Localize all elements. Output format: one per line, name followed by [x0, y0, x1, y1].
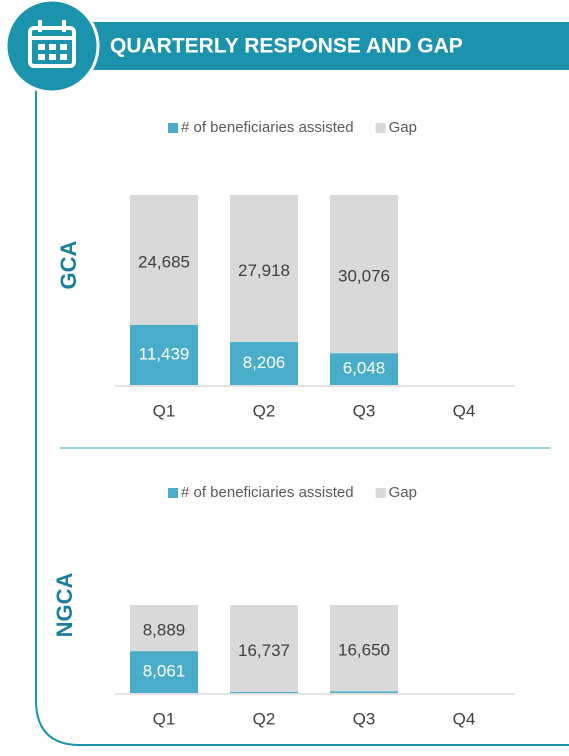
bar-segment — [130, 651, 198, 693]
panel-label: NGCA — [52, 573, 77, 638]
bar-segment — [330, 605, 398, 692]
header-title: QUARTERLY RESPONSE AND GAP — [110, 35, 463, 58]
calendar-grid — [38, 44, 67, 60]
data-label: 24,685 — [138, 252, 190, 271]
data-label: 6,048 — [343, 359, 386, 378]
x-tick-label: Q4 — [453, 401, 476, 420]
data-label: 27,918 — [238, 261, 290, 280]
data-label: 16,737 — [238, 641, 290, 660]
legend-label: Gap — [389, 484, 417, 501]
data-label: 8,206 — [243, 353, 286, 372]
bar-segment — [130, 324, 198, 385]
data-label: 8,061 — [143, 662, 186, 681]
legend-swatch — [375, 488, 386, 498]
legend-swatch — [168, 123, 178, 133]
legend-swatch — [168, 488, 178, 498]
x-tick-label: Q3 — [353, 709, 376, 728]
bar-segment — [230, 341, 298, 385]
data-label: 11,439 — [139, 344, 190, 363]
x-tick-label: Q4 — [453, 709, 476, 728]
bar-segment — [130, 605, 198, 652]
data-label: 16,650 — [338, 641, 390, 660]
panel-label: GCA — [56, 240, 81, 289]
calendar-icon — [28, 20, 76, 68]
bar-segment — [130, 195, 198, 325]
legend-label: # of beneficiaries assisted — [181, 119, 354, 136]
data-label: 30,076 — [338, 267, 390, 286]
frame — [35, 90, 569, 746]
bar-segment — [330, 691, 398, 693]
x-tick-label: Q2 — [253, 401, 276, 420]
x-tick-label: Q1 — [153, 401, 176, 420]
legend-swatch — [375, 123, 386, 133]
data-label: 8,889 — [143, 621, 186, 640]
bar-segment — [230, 691, 298, 693]
bar-segment — [230, 605, 298, 692]
bar-segment — [330, 195, 398, 354]
legend-label: # of beneficiaries assisted — [181, 484, 354, 501]
legend-label: Gap — [389, 119, 417, 136]
header-bar — [90, 22, 569, 70]
bar-segment — [230, 195, 298, 342]
bar-segment — [330, 353, 398, 385]
x-tick-label: Q1 — [153, 709, 176, 728]
x-tick-label: Q2 — [253, 709, 276, 728]
x-tick-label: Q3 — [353, 401, 376, 420]
